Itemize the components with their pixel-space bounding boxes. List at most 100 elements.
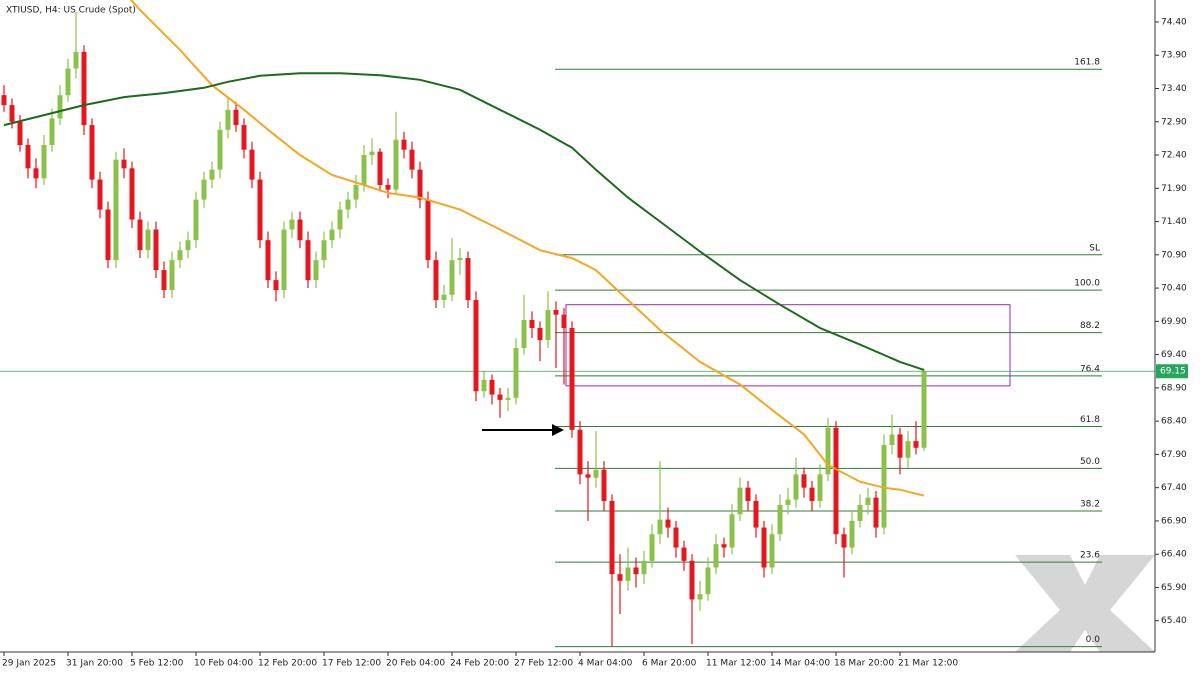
level-label: 88.2 xyxy=(1080,321,1100,331)
candle-body xyxy=(569,327,575,430)
candle-body xyxy=(169,260,175,291)
candle-body xyxy=(249,149,255,180)
candle-body xyxy=(505,397,511,400)
level-label: 0.0 xyxy=(1086,635,1101,645)
candle-body xyxy=(689,560,695,600)
level-label: 161.8 xyxy=(1074,58,1100,68)
candle-body xyxy=(673,527,679,548)
candle-body xyxy=(745,487,751,501)
candle-body xyxy=(777,504,783,535)
candle-body xyxy=(913,441,919,448)
level-label: 23.6 xyxy=(1080,551,1100,561)
y-tick-label: 67.40 xyxy=(1161,483,1187,493)
x-tick-label: 18 Mar 20:00 xyxy=(834,659,894,669)
watermark xyxy=(1015,555,1155,652)
candle-body xyxy=(393,139,399,190)
candle-body xyxy=(889,434,895,446)
candle-body xyxy=(105,209,111,261)
y-tick-label: 74.40 xyxy=(1161,17,1187,27)
candle-body xyxy=(9,105,15,122)
y-tick-label: 65.90 xyxy=(1161,583,1187,593)
candle-body xyxy=(321,240,327,261)
candle-body xyxy=(905,441,911,458)
x-tick-label: 4 Mar 04:00 xyxy=(578,659,633,669)
candle-body xyxy=(617,574,623,581)
candle-body xyxy=(809,487,815,501)
candle-body xyxy=(177,250,183,261)
candle-body xyxy=(601,469,607,501)
candle-body xyxy=(241,125,247,150)
y-tick-label: 73.90 xyxy=(1161,51,1187,61)
last-price-label: 69.15 xyxy=(1160,367,1186,377)
candle-body xyxy=(865,497,871,505)
y-tick-label: 73.40 xyxy=(1161,84,1187,94)
candle-body xyxy=(521,320,527,348)
candle-body xyxy=(57,95,63,119)
candle-body xyxy=(233,109,239,126)
candle-body xyxy=(89,125,95,180)
level-label: SL xyxy=(1089,243,1100,253)
x-tick-label: 11 Mar 12:00 xyxy=(706,659,766,669)
candle-body xyxy=(441,294,447,301)
candle-body xyxy=(465,258,471,301)
candle-body xyxy=(697,594,703,600)
candle-body xyxy=(201,179,207,200)
y-tick-label: 67.90 xyxy=(1161,450,1187,460)
level-label: 38.2 xyxy=(1080,499,1100,509)
y-tick-label: 70.90 xyxy=(1161,250,1187,260)
x-tick-label: 12 Feb 20:00 xyxy=(258,659,317,669)
candle-body xyxy=(449,260,455,295)
candle-body xyxy=(369,151,375,156)
candle-body xyxy=(769,534,775,568)
candle-body xyxy=(873,497,879,528)
candle-body xyxy=(1,95,7,106)
candle-body xyxy=(585,474,591,478)
candle-body xyxy=(681,547,687,561)
candle-body xyxy=(481,379,487,392)
candle-body xyxy=(785,499,791,505)
moving-average xyxy=(129,0,925,497)
candle-body xyxy=(609,500,615,575)
level-label: 100.0 xyxy=(1074,279,1100,289)
candle-body xyxy=(49,118,55,146)
candle-body xyxy=(561,314,567,328)
y-tick-label: 71.40 xyxy=(1161,217,1187,227)
x-tick-label: 29 Jan 2025 xyxy=(2,659,56,669)
candle-body xyxy=(25,145,31,169)
level-label: 50.0 xyxy=(1080,457,1100,467)
candle-body xyxy=(825,427,831,475)
candle-body xyxy=(289,219,295,230)
level-label: 76.4 xyxy=(1080,364,1100,374)
candle-body xyxy=(153,229,159,271)
candle-body xyxy=(337,209,343,230)
candle-body xyxy=(121,159,127,169)
candle-body xyxy=(217,129,223,170)
candle-body xyxy=(161,270,167,291)
candle-body xyxy=(793,474,799,500)
x-tick-label: 10 Feb 04:00 xyxy=(194,659,253,669)
candle-body xyxy=(577,429,583,475)
candle-body xyxy=(425,199,431,261)
candle-body xyxy=(385,184,391,190)
candle-body xyxy=(257,179,263,241)
x-tick-label: 20 Feb 04:00 xyxy=(386,659,445,669)
candle-body xyxy=(185,240,191,251)
candle-body xyxy=(665,519,671,528)
candle-body xyxy=(361,155,367,185)
x-tick-label: 14 Mar 04:00 xyxy=(770,659,830,669)
candle-body xyxy=(433,260,439,301)
x-tick-label: 27 Feb 12:00 xyxy=(514,659,573,669)
y-tick-label: 66.40 xyxy=(1161,550,1187,560)
candle-body xyxy=(281,229,287,291)
last-price-box xyxy=(1156,364,1188,379)
candle-body xyxy=(753,500,759,528)
x-tick-label: 17 Feb 12:00 xyxy=(322,659,381,669)
candle-body xyxy=(97,179,103,210)
candle-body xyxy=(553,310,559,315)
candle-body xyxy=(273,280,279,291)
candle-body xyxy=(897,434,903,458)
y-tick-label: 70.40 xyxy=(1161,284,1187,294)
candle-body xyxy=(345,199,351,210)
candle-body xyxy=(705,567,711,595)
candle-body xyxy=(73,51,79,69)
